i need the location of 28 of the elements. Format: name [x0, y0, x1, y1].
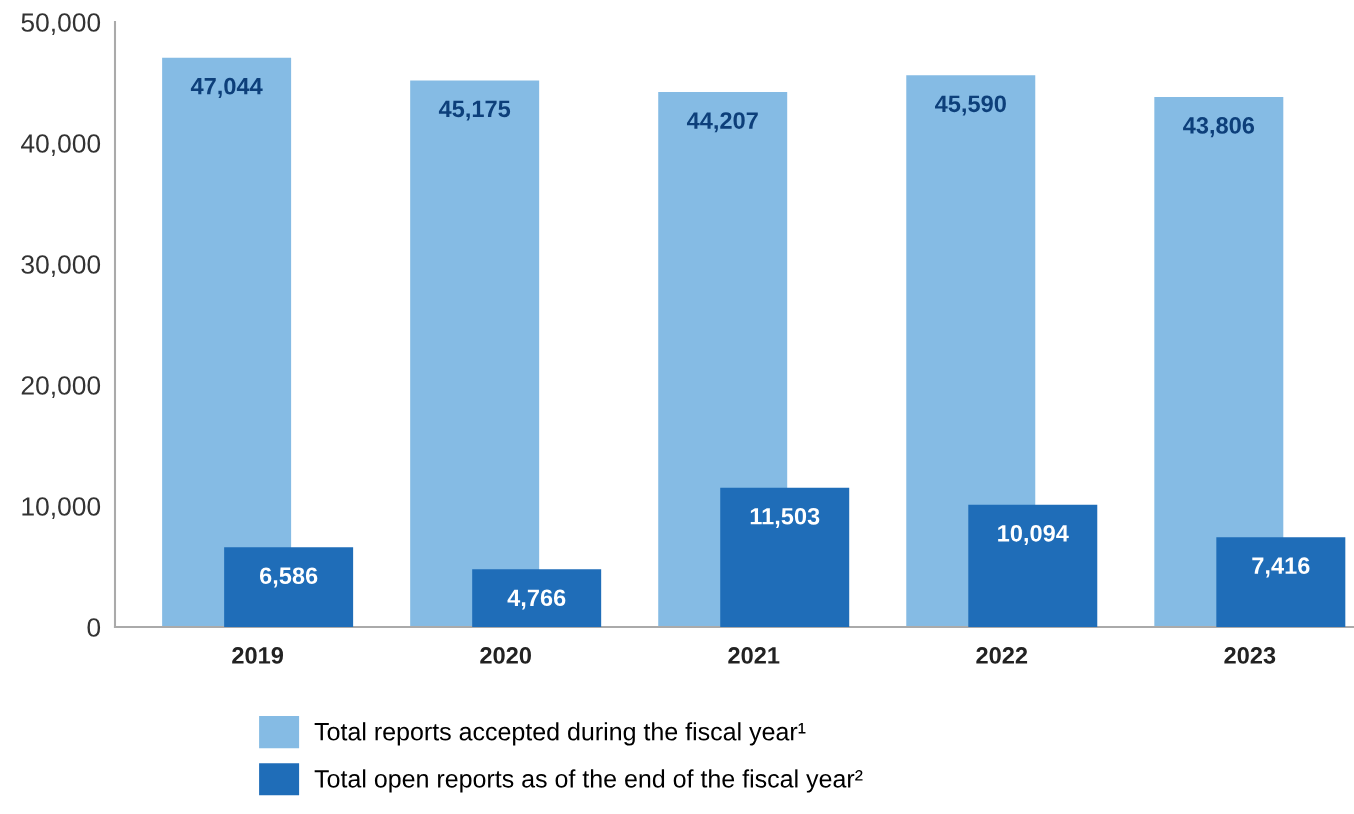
- x-tick-label: 2020: [480, 647, 531, 664]
- data-label: 10,094: [998, 524, 1069, 546]
- y-tick-label: 20,000: [21, 376, 101, 398]
- bar: [1216, 537, 1346, 627]
- bar: [720, 487, 850, 627]
- data-label: 45,175: [438, 100, 511, 121]
- legend-label: Total open reports as of the end of the fiscal year²: [314, 769, 863, 793]
- data-label: 4,766: [507, 589, 566, 610]
- x-tick-label: 2023: [1224, 647, 1276, 664]
- x-tick-label: 2019: [232, 647, 284, 664]
- bar: [968, 504, 1098, 627]
- data-label: 43,806: [1183, 117, 1255, 138]
- y-tick-label: 30,000: [21, 255, 101, 277]
- bar: [224, 547, 354, 627]
- y-tick-label: 10,000: [22, 497, 101, 519]
- x-tick-label: 2021: [728, 647, 780, 664]
- data-label: 47,044: [190, 77, 263, 98]
- data-label: 7,416: [1252, 557, 1310, 578]
- y-tick-label: 0: [87, 618, 101, 637]
- data-label: 45,590: [935, 95, 1006, 116]
- data-label: 6,586: [259, 567, 318, 588]
- x-tick-label: 2022: [976, 647, 1028, 664]
- legend-label: Total reports accepted during the fiscal year¹: [314, 722, 806, 746]
- bar: [472, 569, 602, 627]
- y-tick-label: 40,000: [21, 134, 101, 156]
- data-label: 11,503: [750, 507, 820, 529]
- y-tick-label: 50,000: [21, 13, 101, 35]
- data-label: 44,207: [686, 112, 758, 133]
